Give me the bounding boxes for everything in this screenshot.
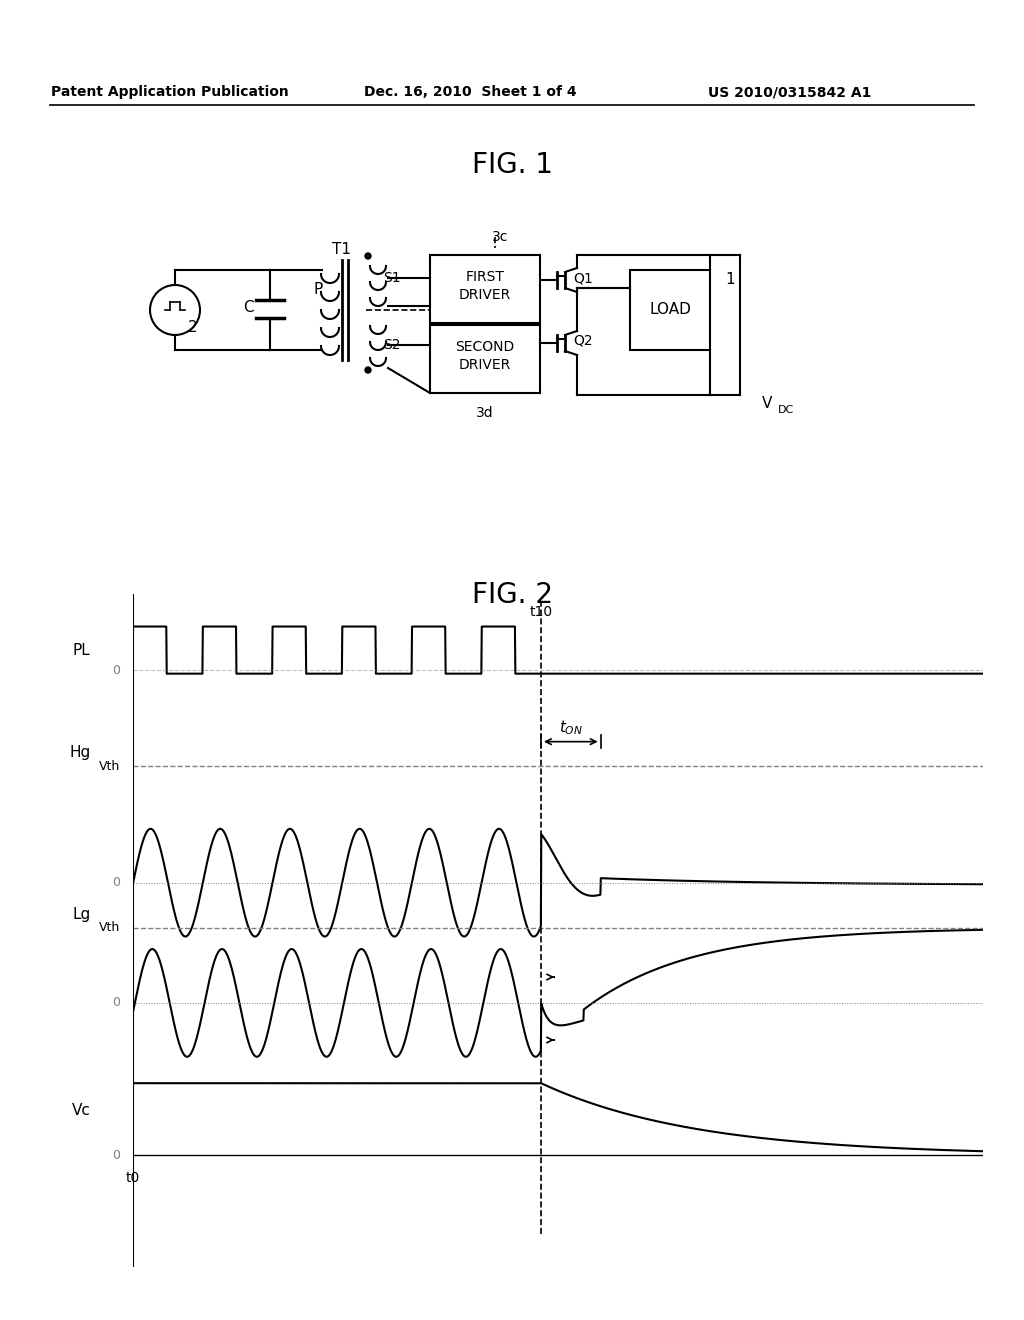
Text: 1: 1 [725,272,735,288]
Text: Q1: Q1 [573,271,593,285]
Text: FIRST: FIRST [466,271,505,284]
Text: DRIVER: DRIVER [459,358,511,372]
Circle shape [365,367,371,374]
Text: FIG. 1: FIG. 1 [471,150,553,180]
Text: Patent Application Publication: Patent Application Publication [51,84,289,99]
Text: 0: 0 [113,876,121,890]
Text: Vc: Vc [72,1102,90,1118]
Text: DC: DC [778,405,795,414]
Circle shape [365,253,371,259]
Text: Q2: Q2 [573,334,593,348]
Bar [430,325,540,393]
Text: Vth: Vth [99,921,121,935]
Text: Dec. 16, 2010  Sheet 1 of 4: Dec. 16, 2010 Sheet 1 of 4 [364,84,577,99]
Text: Vth: Vth [99,760,121,772]
Text: S2: S2 [383,338,400,352]
Bar [430,255,540,323]
Text: DRIVER: DRIVER [459,288,511,302]
Text: PL: PL [73,643,90,657]
Text: t10: t10 [529,605,553,619]
Text: 0: 0 [113,997,121,1010]
Text: Hg: Hg [70,746,90,760]
Text: 0: 0 [113,1148,121,1162]
Text: $t_{ON}$: $t_{ON}$ [559,718,583,738]
Text: LOAD: LOAD [649,302,691,318]
Text: Lg: Lg [73,907,90,921]
Text: 0: 0 [113,664,121,677]
Text: V: V [762,396,772,411]
Text: P: P [313,282,323,297]
Text: C: C [243,301,253,315]
Text: SECOND: SECOND [456,341,515,354]
Text: 3c: 3c [492,230,508,244]
Text: T1: T1 [333,243,351,257]
Text: US 2010/0315842 A1: US 2010/0315842 A1 [709,84,871,99]
Text: 2: 2 [188,321,198,335]
Bar [630,271,710,350]
Text: t0: t0 [126,1171,140,1185]
Text: FIG. 2: FIG. 2 [471,581,553,609]
Text: S1: S1 [383,271,400,285]
Text: 3d: 3d [476,407,494,420]
